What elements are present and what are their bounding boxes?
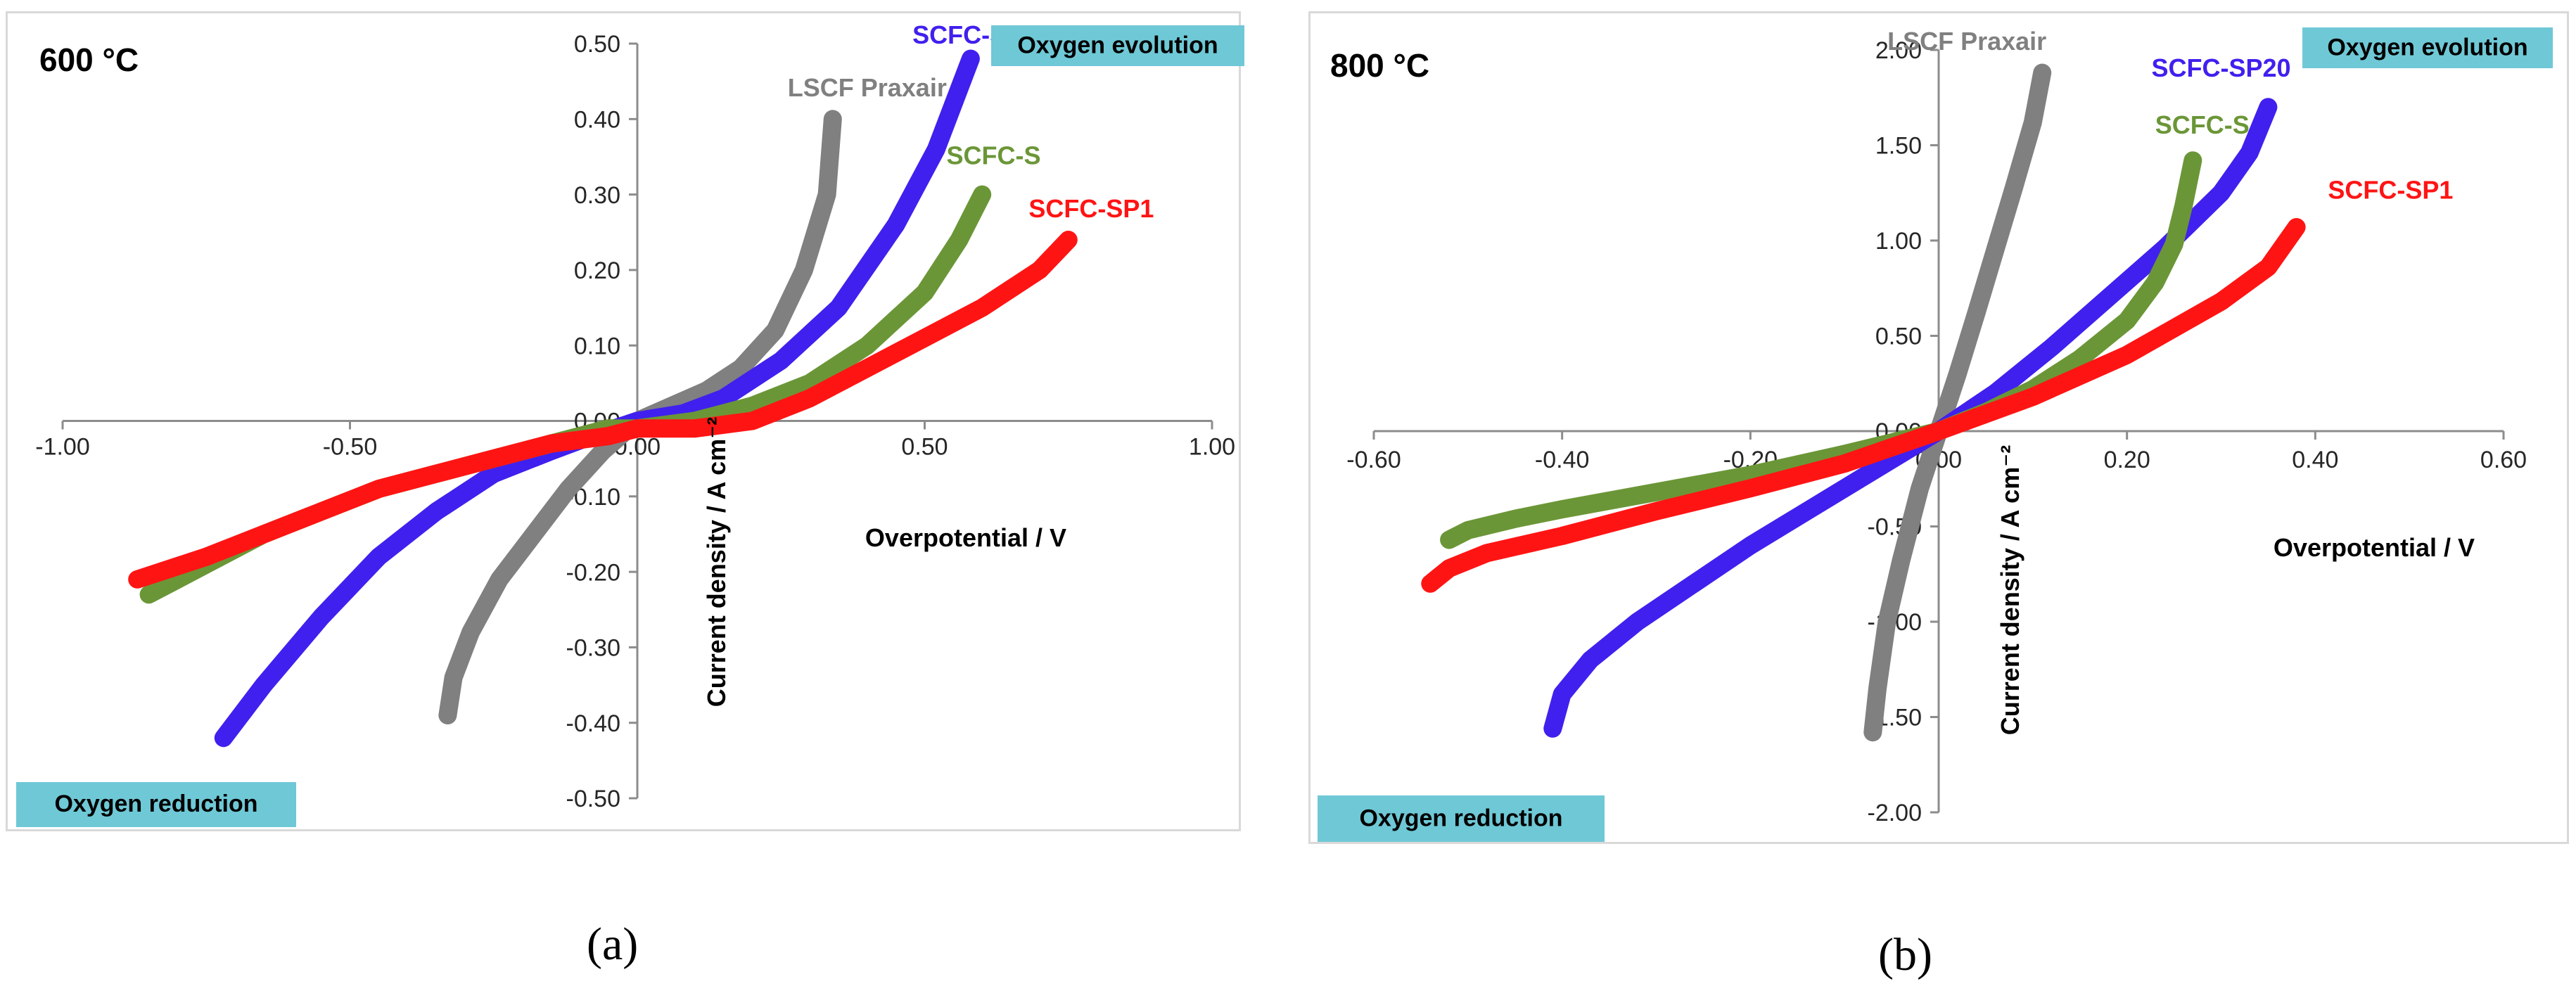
y-tick-label: -2.00 <box>1868 800 1923 826</box>
x-tick-label: 0.50 <box>901 434 948 461</box>
x-tick-label: -0.50 <box>323 434 378 461</box>
x-tick-label: -1.00 <box>35 434 90 461</box>
oxygen-evolution-label: Oxygen evolution <box>2327 34 2527 60</box>
y-tick-label: 1.00 <box>1875 228 1922 255</box>
series-label-scfc-sp1: SCFC-SP1 <box>2328 175 2453 204</box>
x-tick-label: 0.20 <box>2104 447 2150 473</box>
chart-800C-plot: -0.60 -0.40 -0.20 0.00 0.20 0.40 0.602.001.501… <box>1318 27 2553 842</box>
chart-600C-plot: -1.00 -0.50 0.00 0.50 1.000.500.400.300.200.… <box>16 20 1244 827</box>
y-tick-label: -0.40 <box>566 710 621 737</box>
y-tick-label: 0.50 <box>574 31 620 58</box>
series-line-scfc-sp1 <box>128 231 1078 589</box>
series-label-lscf-praxair: LSCF Praxair <box>788 73 947 102</box>
series-label-scfc-s: SCFC-S <box>2155 110 2250 139</box>
oxygen-reduction-label: Oxygen reduction <box>54 791 257 817</box>
x-tick-label: 0.60 <box>2480 447 2527 473</box>
y-tick-label: 0.10 <box>574 333 620 359</box>
series-line-scfc-sp1 <box>1421 218 2306 593</box>
series-label-scfc-sp20: SCFC-SP20 <box>2151 53 2290 82</box>
chart-title: 600 °C <box>39 41 139 78</box>
series-label-scfc-s: SCFC-S <box>947 141 1041 170</box>
x-axis-label: Overpotential / V <box>865 523 1066 552</box>
oxygen-evolution-label: Oxygen evolution <box>1017 32 1218 58</box>
oxygen-reduction-label: Oxygen reduction <box>1359 805 1562 832</box>
chart-panel-600C: -1.00 -0.50 0.00 0.50 1.00 0.50 0.40 0.30 0.20 0.… <box>6 11 1244 831</box>
x-axis-label: Overpotential / V <box>2274 533 2475 562</box>
y-tick-label: 0.50 <box>1875 324 1922 350</box>
series-line-scfc-s <box>1440 151 2202 549</box>
x-tick-label: 0.40 <box>2292 447 2338 473</box>
caption-b: (b) <box>1878 929 1932 980</box>
oxygen-evolution-box <box>991 25 1244 66</box>
oxygen-evolution-box <box>2302 27 2553 68</box>
x-tick-label: 1.00 <box>1189 434 1235 461</box>
x-tick-label: -0.60 <box>1346 447 1401 473</box>
y-axis-label: Current density / A cm⁻² <box>702 417 731 707</box>
y-tick-label: 2.00 <box>1875 37 1922 64</box>
caption-a: (a) <box>587 919 639 970</box>
y-tick-label: 0.30 <box>574 182 620 209</box>
y-axis-label: Current density / A cm⁻² <box>1996 445 2025 735</box>
y-tick-label: 0.20 <box>574 257 620 284</box>
y-tick-label: -0.50 <box>566 786 621 812</box>
series-line-scfc-sp20 <box>1543 98 2278 738</box>
series-label-lscf-praxair: LSCF Praxair <box>1887 27 2046 56</box>
oxygen-reduction-box <box>1318 795 1605 842</box>
series-line-lscf-praxair <box>1863 63 2052 742</box>
y-tick-label: 1.50 <box>1875 133 1922 160</box>
x-tick-label: -0.40 <box>1535 447 1590 473</box>
chart-panel-800C: -0.60 -0.40 -0.20 0.00 0.20 0.40 0.60 2.00 1.50 1… <box>1308 11 2569 844</box>
series-label-scfc-sp1: SCFC-SP1 <box>1028 194 1154 223</box>
y-tick-label: -0.20 <box>566 559 621 586</box>
oxygen-reduction-box <box>16 782 296 827</box>
y-tick-label: 0.40 <box>574 107 620 134</box>
chart-title: 800 °C <box>1330 47 1429 84</box>
y-tick-label: -0.30 <box>566 635 621 662</box>
